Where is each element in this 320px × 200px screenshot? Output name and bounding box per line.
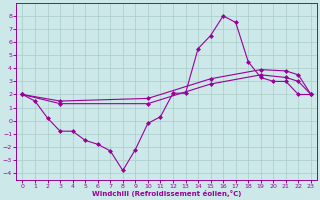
X-axis label: Windchill (Refroidissement éolien,°C): Windchill (Refroidissement éolien,°C) (92, 190, 241, 197)
